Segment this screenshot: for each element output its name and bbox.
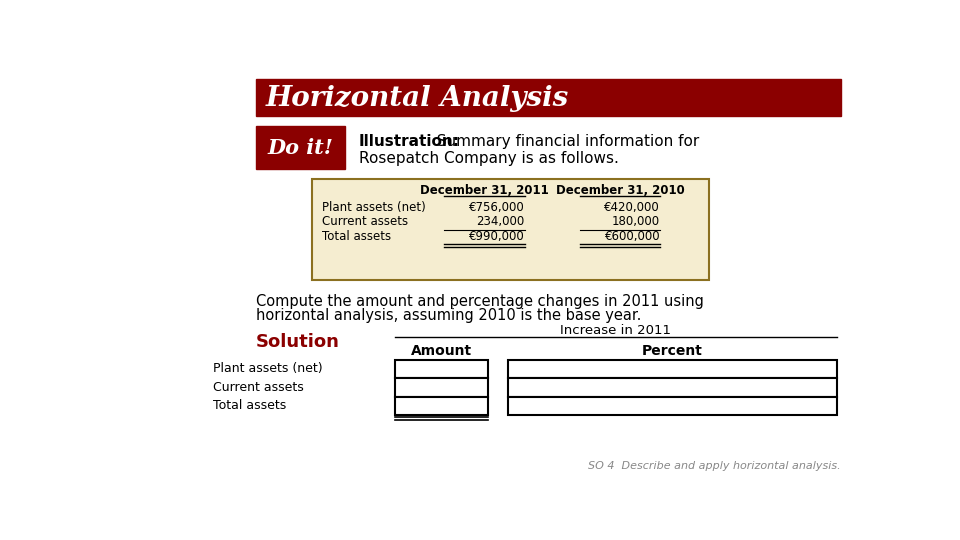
Bar: [396, 360, 488, 378]
Text: Increase in 2011: Increase in 2011: [561, 324, 671, 337]
Bar: [255, 126, 345, 169]
Text: Do it!: Do it!: [267, 138, 333, 158]
Text: Total assets: Total assets: [213, 400, 286, 413]
Text: Rosepatch Company is as follows.: Rosepatch Company is as follows.: [359, 151, 618, 166]
Bar: [312, 179, 709, 280]
Text: Current assets: Current assets: [322, 215, 408, 228]
Text: Amount: Amount: [411, 345, 472, 359]
Text: horizontal analysis, assuming 2010 is the base year.: horizontal analysis, assuming 2010 is th…: [255, 308, 641, 323]
Text: 234,000: 234,000: [476, 215, 524, 228]
Text: €600,000: €600,000: [605, 230, 660, 243]
Text: €756,000: €756,000: [468, 201, 524, 214]
Text: December 31, 2010: December 31, 2010: [556, 184, 684, 197]
Text: Total assets: Total assets: [322, 230, 391, 243]
Text: Current assets: Current assets: [213, 381, 303, 394]
Bar: [396, 397, 488, 415]
Text: Percent: Percent: [641, 345, 703, 359]
Text: Illustration:: Illustration:: [359, 134, 460, 149]
Bar: [508, 397, 837, 415]
Text: €420,000: €420,000: [605, 201, 660, 214]
Bar: [396, 378, 488, 397]
Text: Summary financial information for: Summary financial information for: [427, 134, 699, 149]
Text: Compute the amount and percentage changes in 2011 using: Compute the amount and percentage change…: [255, 294, 704, 309]
Bar: [255, 79, 841, 116]
Text: December 31, 2011: December 31, 2011: [420, 184, 548, 197]
Text: 180,000: 180,000: [612, 215, 660, 228]
Text: Plant assets (net): Plant assets (net): [213, 362, 323, 375]
Text: Horizontal Analysis: Horizontal Analysis: [266, 85, 569, 112]
Text: Plant assets (net): Plant assets (net): [322, 201, 425, 214]
Text: €990,000: €990,000: [468, 230, 524, 243]
Bar: [508, 360, 837, 378]
Bar: [508, 378, 837, 397]
Text: Solution: Solution: [255, 333, 340, 351]
Text: SO 4  Describe and apply horizontal analysis.: SO 4 Describe and apply horizontal analy…: [588, 461, 841, 471]
